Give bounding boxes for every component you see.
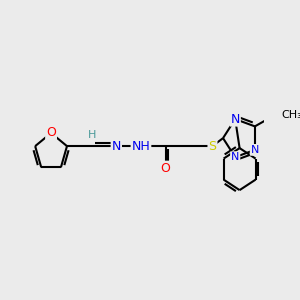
Text: O: O <box>46 127 56 140</box>
Text: O: O <box>161 162 170 175</box>
Text: S: S <box>208 140 217 153</box>
Text: N: N <box>112 140 121 153</box>
Text: N: N <box>230 112 240 126</box>
Text: H: H <box>88 130 96 140</box>
Text: NH: NH <box>132 140 150 153</box>
Text: N: N <box>231 152 239 162</box>
Text: CH₃: CH₃ <box>281 110 300 120</box>
Text: N: N <box>251 145 259 155</box>
